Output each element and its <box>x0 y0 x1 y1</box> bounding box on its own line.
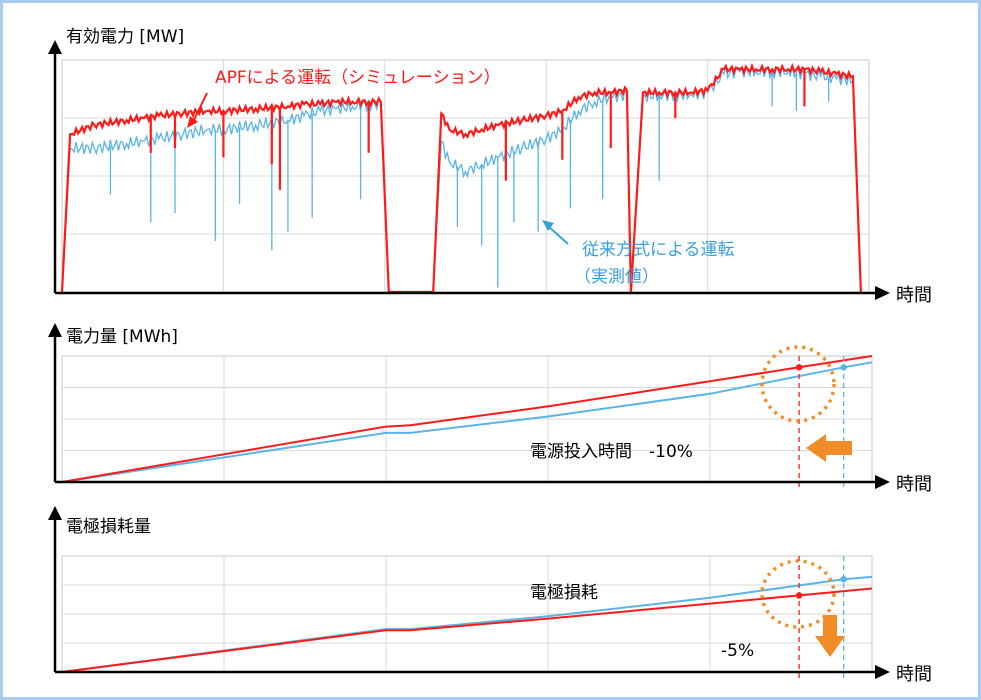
apf-pointer <box>192 92 208 123</box>
energy-note: 電源投入時間 -10% <box>530 442 693 462</box>
power-y-axis-arrow-icon <box>48 40 62 54</box>
wear-highlight-circle <box>760 559 836 629</box>
conventional-annotation-line2: （実測値） <box>574 267 659 287</box>
power-series <box>60 62 862 294</box>
power-ylabel: 有効電力 [MW] <box>66 27 184 47</box>
wear-marker-point <box>795 592 803 599</box>
energy-marker-point <box>840 364 847 371</box>
energy-series <box>61 355 873 490</box>
power-x-axis-arrow-icon <box>875 286 890 300</box>
wear-note: 電極損耗 <box>530 583 598 603</box>
power-xlabel: 時間 <box>896 285 932 306</box>
conventional-annotation-line1: 従来方式による運転 <box>582 240 735 260</box>
energy-marker-point <box>795 364 803 371</box>
wear-panel: 電極損耗量 時間 電極損耗 -5% <box>48 506 932 685</box>
energy-series-conventional <box>61 361 873 483</box>
conventional-pointer <box>547 225 569 245</box>
apf-annotation: APFによる運転（シミュレーション） <box>215 68 500 88</box>
wear-x-axis-arrow-icon <box>875 665 890 679</box>
wear-y-axis-arrow-icon <box>48 506 62 520</box>
energy-panel: 電力量 [MWh] 時間 電源投入時間 -10% <box>48 323 932 495</box>
energy-y-axis-arrow-icon <box>48 323 62 337</box>
conventional-pointer-arrow-icon <box>542 220 554 231</box>
power-series-apf <box>60 62 862 294</box>
wear-ylabel: 電極損耗量 <box>66 517 151 537</box>
energy-highlight-circle <box>760 345 836 423</box>
power-panel: 有効電力 [MW] 時間 APFによる運転（シミュレーション） 従来方式による運… <box>48 27 932 306</box>
wear-xlabel: 時間 <box>896 664 932 685</box>
wear-series <box>61 556 873 680</box>
energy-left-arrow-icon <box>806 434 852 462</box>
wear-pct: -5% <box>721 641 754 661</box>
wear-grid <box>62 556 872 672</box>
apf-pointer-arrow-icon <box>187 116 198 128</box>
wear-marker-point <box>840 576 847 583</box>
power-grid <box>62 60 869 292</box>
energy-ylabel: 電力量 [MWh] <box>66 327 178 347</box>
wear-down-arrow-icon <box>815 615 845 657</box>
energy-x-axis-arrow-icon <box>875 475 890 489</box>
energy-xlabel: 時間 <box>896 474 932 495</box>
power-series-conventional <box>61 64 862 293</box>
